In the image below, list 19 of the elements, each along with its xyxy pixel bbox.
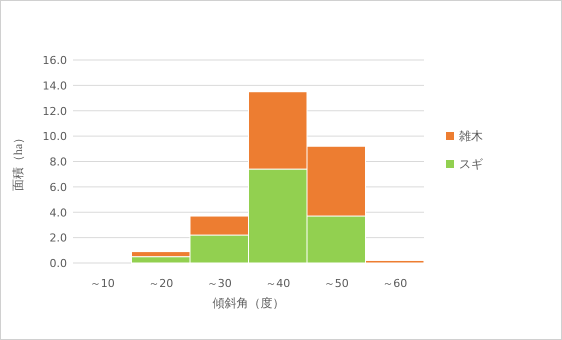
- x-tick-label: ～20: [148, 277, 174, 290]
- x-axis-title: 傾斜角（度）: [212, 296, 284, 310]
- x-tick-label: ～50: [324, 277, 349, 290]
- legend-label: スギ: [459, 157, 483, 171]
- x-tick-label: ～10: [90, 277, 115, 290]
- y-tick-label: 0.0: [50, 257, 67, 270]
- y-tick-label: 8.0: [50, 156, 67, 168]
- y-tick-label: 6.0: [50, 180, 67, 194]
- x-tick-label: ～60: [382, 277, 408, 290]
- y-tick-label: 10.0: [42, 130, 67, 144]
- x-tick-label: ～40: [265, 277, 290, 290]
- y-tick-label: 14.0: [42, 79, 67, 92]
- y-tick-label: 4.0: [50, 206, 67, 220]
- y-tick-label: 2.0: [50, 232, 67, 245]
- y-tick-label: 16.0: [42, 54, 67, 67]
- legend-label: 雑木: [459, 129, 483, 143]
- y-tick-label: 12.0: [42, 104, 67, 118]
- y-axis-title: 面積（ha）: [11, 132, 25, 192]
- x-tick-label: ～30: [206, 277, 232, 290]
